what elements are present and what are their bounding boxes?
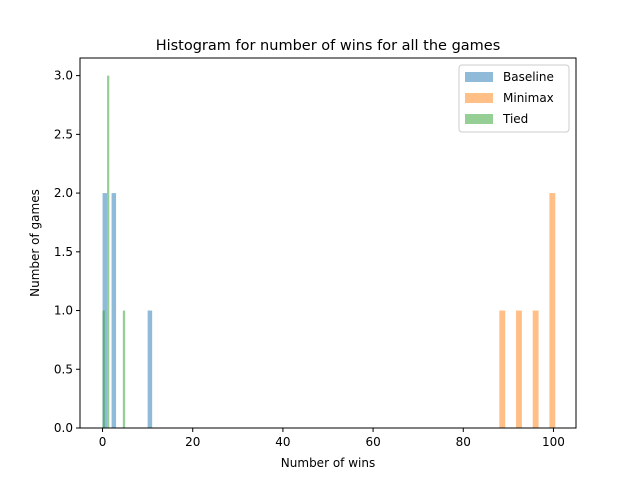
bar-minimax-1 bbox=[516, 310, 522, 428]
bar-tied-1 bbox=[107, 75, 110, 428]
plot-area-frame bbox=[79, 57, 577, 429]
legend-label-baseline: Baseline bbox=[503, 70, 554, 84]
legend-swatch-minimax bbox=[465, 93, 493, 103]
x-tick-label: 60 bbox=[365, 435, 380, 449]
bar-baseline-1 bbox=[111, 193, 117, 428]
bars-layer bbox=[102, 75, 556, 428]
y-tick-label: 1.0 bbox=[54, 304, 73, 318]
y-axis-label: Number of games bbox=[28, 189, 42, 297]
y-tick-label: 0.5 bbox=[54, 362, 73, 376]
bar-tied-2 bbox=[122, 310, 126, 428]
x-tick-label: 100 bbox=[542, 435, 565, 449]
chart-title: Histogram for number of wins for all the… bbox=[156, 38, 501, 54]
y-axis-ticks: 0.0 0.5 1.0 1.5 2.0 2.5 3.0 bbox=[54, 69, 80, 435]
bar-minimax-0 bbox=[499, 310, 506, 428]
y-tick-label: 2.0 bbox=[54, 186, 73, 200]
x-axis-label: Number of wins bbox=[281, 456, 375, 470]
y-tick-label: 2.5 bbox=[54, 127, 73, 141]
x-axis-ticks: 0 20 40 60 80 100 bbox=[99, 428, 565, 449]
y-tick-label: 3.0 bbox=[54, 69, 73, 83]
x-tick-label: 40 bbox=[275, 435, 290, 449]
legend-label-tied: Tied bbox=[502, 112, 528, 126]
x-tick-label: 80 bbox=[456, 435, 471, 449]
legend-label-minimax: Minimax bbox=[503, 91, 554, 105]
legend: Baseline Minimax Tied bbox=[458, 64, 570, 133]
x-tick-label: 0 bbox=[99, 435, 107, 449]
bar-baseline-2 bbox=[147, 310, 153, 428]
bar-minimax-2 bbox=[532, 310, 539, 428]
bar-minimax-3 bbox=[549, 193, 556, 428]
y-tick-label: 1.5 bbox=[54, 245, 73, 259]
legend-swatch-baseline bbox=[465, 72, 493, 82]
legend-swatch-tied bbox=[465, 114, 493, 124]
bar-tied-0 bbox=[102, 310, 105, 428]
x-tick-label: 20 bbox=[185, 435, 200, 449]
y-tick-label: 0.0 bbox=[54, 421, 73, 435]
